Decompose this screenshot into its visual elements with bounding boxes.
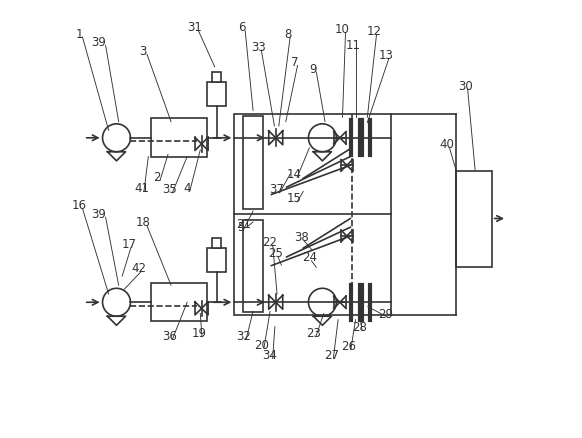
Text: 11: 11 xyxy=(346,39,361,51)
Text: 16: 16 xyxy=(72,198,87,212)
Text: 7: 7 xyxy=(291,56,298,69)
Text: 10: 10 xyxy=(335,23,350,36)
Text: 39: 39 xyxy=(91,36,107,49)
Text: 24: 24 xyxy=(302,251,317,264)
Bar xyxy=(235,115,391,316)
Text: 42: 42 xyxy=(132,261,147,274)
Text: 26: 26 xyxy=(341,339,356,353)
Text: 1: 1 xyxy=(76,28,83,40)
Bar xyxy=(243,117,263,209)
Text: 37: 37 xyxy=(269,183,285,196)
Bar xyxy=(212,73,221,83)
Text: 13: 13 xyxy=(379,49,393,62)
Text: 3: 3 xyxy=(139,45,146,58)
Text: 41: 41 xyxy=(134,181,150,194)
Text: 30: 30 xyxy=(458,80,473,93)
Text: 31: 31 xyxy=(187,21,201,34)
Text: 33: 33 xyxy=(251,41,265,53)
Text: 22: 22 xyxy=(262,235,278,248)
Text: 25: 25 xyxy=(268,247,283,259)
Text: 39: 39 xyxy=(91,207,107,220)
Bar xyxy=(151,119,207,157)
Text: 8: 8 xyxy=(284,28,291,40)
Bar xyxy=(456,171,492,268)
Text: 20: 20 xyxy=(254,338,269,351)
Text: 4: 4 xyxy=(183,181,191,194)
Text: 2: 2 xyxy=(153,170,161,183)
Bar xyxy=(243,220,263,313)
Bar xyxy=(151,283,207,321)
Text: 23: 23 xyxy=(306,327,321,339)
Text: 5: 5 xyxy=(237,220,244,233)
Text: 12: 12 xyxy=(367,25,381,39)
Text: 38: 38 xyxy=(294,231,309,244)
Text: 27: 27 xyxy=(324,348,339,361)
Text: 18: 18 xyxy=(135,216,150,229)
Text: 34: 34 xyxy=(262,348,278,361)
Text: 19: 19 xyxy=(192,327,207,339)
Text: 15: 15 xyxy=(287,192,302,205)
Text: 14: 14 xyxy=(287,168,302,180)
Text: 35: 35 xyxy=(162,183,177,196)
Text: 9: 9 xyxy=(309,62,317,75)
Text: 6: 6 xyxy=(239,21,246,34)
Text: 21: 21 xyxy=(236,218,251,231)
Text: 29: 29 xyxy=(379,307,393,320)
Bar xyxy=(212,239,221,248)
Text: 28: 28 xyxy=(353,321,367,333)
Bar xyxy=(207,248,226,272)
Text: 36: 36 xyxy=(162,329,177,342)
Bar xyxy=(207,83,226,107)
Text: 17: 17 xyxy=(121,238,136,251)
Text: 40: 40 xyxy=(440,138,455,151)
Text: 32: 32 xyxy=(236,329,251,342)
